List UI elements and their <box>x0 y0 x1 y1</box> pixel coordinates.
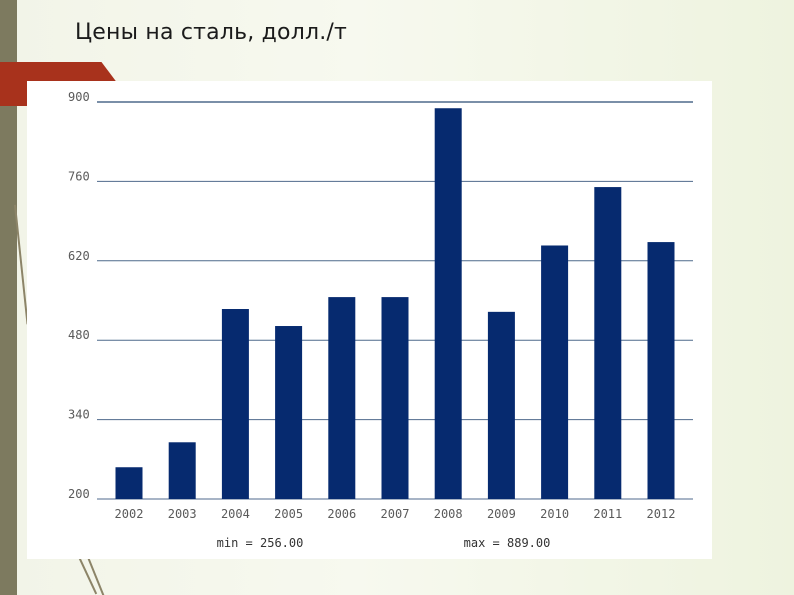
bar-chart: 200 340 480 620 760 900 2002 2003 2004 2005 2006 20… <box>68 90 693 550</box>
x-tick-label: 2003 <box>168 507 197 521</box>
slide-title: Цены на сталь, долл./т <box>75 20 348 45</box>
x-tick-label: 2010 <box>540 507 569 521</box>
x-tick-label: 2009 <box>487 507 516 521</box>
bar <box>221 309 249 499</box>
bar <box>487 311 515 499</box>
bar <box>434 108 462 499</box>
y-tick-label: 760 <box>68 169 90 183</box>
y-tick-label: 200 <box>68 487 90 501</box>
y-tick-label: 620 <box>68 249 90 263</box>
bar <box>115 467 143 499</box>
chart-panel: 200 340 480 620 760 900 2002 2003 2004 2005 2006 20… <box>27 81 712 559</box>
bars-layer <box>115 108 675 500</box>
bar <box>594 187 622 500</box>
x-tick-label: 2011 <box>593 507 622 521</box>
bar <box>168 442 196 499</box>
bar <box>328 297 356 499</box>
y-tick-label: 340 <box>68 408 90 422</box>
bar <box>541 245 569 499</box>
bar <box>381 297 409 499</box>
bar <box>275 326 303 499</box>
y-tick-label: 900 <box>68 90 90 104</box>
x-tick-label: 2008 <box>434 507 463 521</box>
y-tick-label: 480 <box>68 328 90 342</box>
min-stat-label: min = 256.00 <box>217 536 304 550</box>
x-tick-label: 2007 <box>381 507 410 521</box>
x-tick-label: 2012 <box>647 507 676 521</box>
x-tick-label: 2004 <box>221 507 250 521</box>
x-tick-label: 2005 <box>274 507 303 521</box>
labels-layer: 200 340 480 620 760 900 2002 2003 2004 2005 2006 20… <box>68 90 675 521</box>
x-tick-label: 2002 <box>115 507 144 521</box>
bar <box>647 242 675 499</box>
slide-left-bar <box>0 0 17 595</box>
max-stat-label: max = 889.00 <box>464 536 551 550</box>
x-tick-label: 2006 <box>327 507 356 521</box>
